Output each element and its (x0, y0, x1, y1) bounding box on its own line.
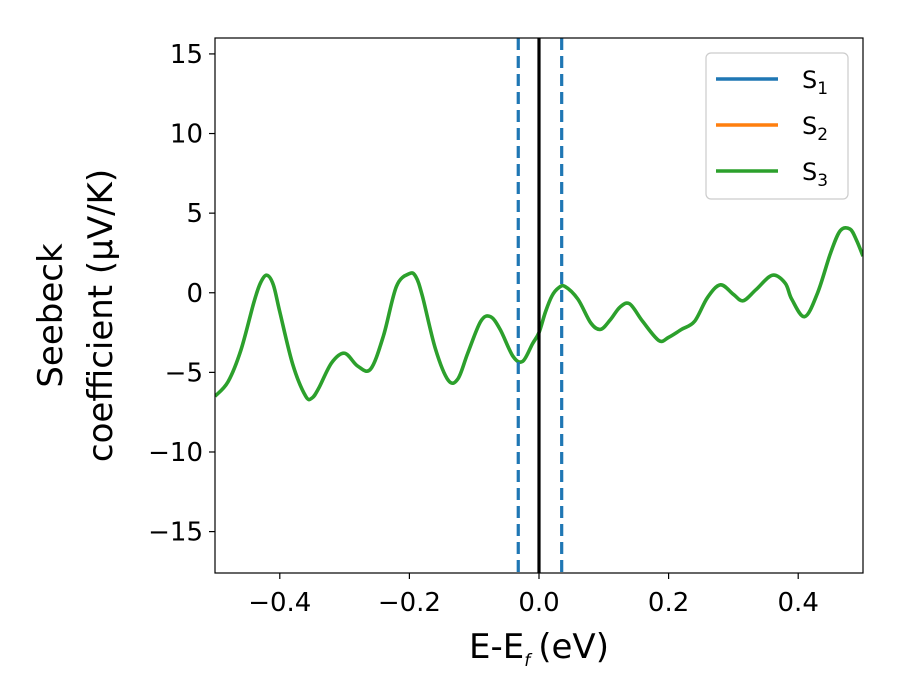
series-line-1 (215, 225, 863, 402)
x-tick-label: 0.0 (518, 588, 559, 618)
x-axis: −0.4 −0.2 0.0 0.2 0.4 (248, 573, 819, 618)
x-axis-label-base: E-E (469, 627, 524, 667)
legend-label-3: S3 (802, 158, 828, 191)
y-tick-label: 0 (186, 279, 203, 309)
x-tick-label: 0.2 (648, 588, 689, 618)
x-axis-label-subscript: f (524, 651, 533, 671)
y-tick-label: 15 (170, 40, 203, 70)
x-axis-label-unit: (eV) (538, 627, 609, 667)
x-axis-label: E-Ef (eV) (469, 627, 609, 671)
legend-label-1: S1 (802, 66, 828, 99)
x-tick-label: −0.4 (248, 588, 311, 618)
legend-label-2: S2 (802, 112, 828, 145)
y-tick-label: 10 (170, 120, 203, 150)
y-axis-label-line2: coefficient (μV/K) (81, 169, 121, 462)
y-axis: 15 10 5 0 −5 −10 −15 (148, 40, 215, 548)
plot-area (215, 38, 863, 573)
legend: S1 S2 S3 (705, 52, 849, 200)
y-tick-label: 5 (186, 199, 203, 229)
x-tick-label: −0.2 (378, 588, 441, 618)
y-tick-label: −5 (165, 358, 203, 388)
y-tick-label: −15 (148, 518, 203, 548)
y-axis-label: Seebeck coefficient (μV/K) (31, 169, 121, 462)
y-tick-label: −10 (148, 438, 203, 468)
y-axis-label-line1: Seebeck (31, 243, 71, 388)
x-tick-label: 0.4 (778, 588, 819, 618)
